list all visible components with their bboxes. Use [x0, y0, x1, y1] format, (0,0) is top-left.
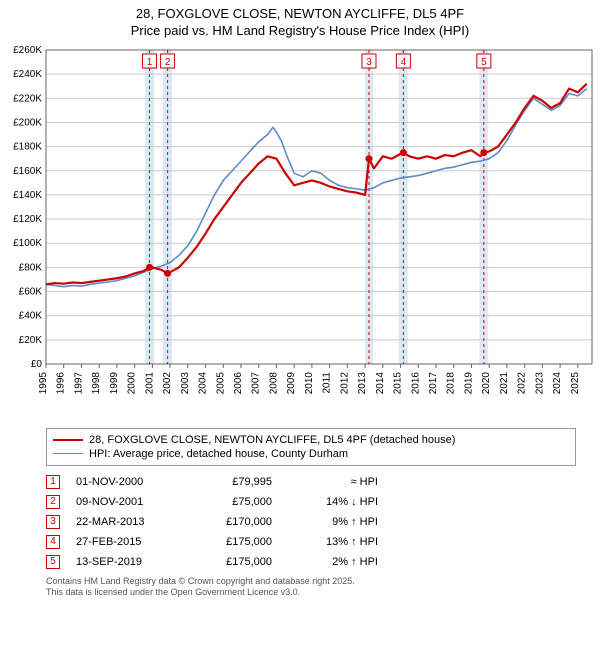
- chart-title-block: 28, FOXGLOVE CLOSE, NEWTON AYCLIFFE, DL5…: [0, 0, 600, 42]
- svg-text:£140K: £140K: [13, 190, 42, 201]
- sale-comparison: 9% ↑ HPI: [288, 516, 378, 528]
- svg-text:£20K: £20K: [19, 335, 43, 346]
- svg-text:2022: 2022: [517, 371, 528, 394]
- sale-row: 1 01-NOV-2000 £79,995 ≈ HPI: [46, 472, 576, 492]
- svg-text:5: 5: [481, 57, 487, 68]
- legend-swatch: [53, 453, 83, 454]
- sale-price: £79,995: [192, 476, 272, 488]
- svg-text:2001: 2001: [144, 371, 155, 394]
- svg-text:2009: 2009: [286, 371, 297, 394]
- svg-text:£200K: £200K: [13, 117, 42, 128]
- svg-text:£260K: £260K: [13, 45, 42, 56]
- legend-swatch: [53, 439, 83, 441]
- svg-text:2018: 2018: [446, 371, 457, 394]
- svg-text:1995: 1995: [38, 371, 49, 394]
- svg-text:1997: 1997: [73, 371, 84, 394]
- svg-text:2006: 2006: [233, 371, 244, 394]
- chart-area: £0 £20K £40K £60K £80K £100K £120K £140K £160K £1…: [0, 42, 600, 422]
- sale-marker: 4: [46, 535, 60, 549]
- title-line-2: Price paid vs. HM Land Registry's House …: [4, 23, 596, 40]
- legend-label: 28, FOXGLOVE CLOSE, NEWTON AYCLIFFE, DL5…: [89, 434, 455, 446]
- svg-text:1999: 1999: [109, 371, 120, 394]
- svg-text:2011: 2011: [322, 371, 333, 393]
- svg-text:2007: 2007: [251, 371, 262, 394]
- svg-text:£240K: £240K: [13, 69, 42, 80]
- legend-item: HPI: Average price, detached house, Coun…: [53, 447, 569, 461]
- title-line-1: 28, FOXGLOVE CLOSE, NEWTON AYCLIFFE, DL5…: [4, 6, 596, 23]
- sale-marker: 3: [46, 515, 60, 529]
- svg-text:£40K: £40K: [19, 310, 43, 321]
- svg-text:£60K: £60K: [19, 286, 43, 297]
- svg-text:2020: 2020: [481, 371, 492, 394]
- sale-marker: 5: [46, 555, 60, 569]
- sale-marker: 2: [46, 495, 60, 509]
- svg-text:£120K: £120K: [13, 214, 42, 225]
- sale-price: £175,000: [192, 556, 272, 568]
- svg-text:2025: 2025: [570, 371, 581, 394]
- sale-date: 01-NOV-2000: [76, 476, 176, 488]
- svg-text:2013: 2013: [357, 371, 368, 394]
- sale-comparison: 13% ↑ HPI: [288, 536, 378, 548]
- svg-text:2015: 2015: [393, 371, 404, 394]
- sale-price: £170,000: [192, 516, 272, 528]
- svg-text:2014: 2014: [375, 371, 386, 394]
- svg-text:2019: 2019: [463, 371, 474, 394]
- svg-text:2021: 2021: [499, 371, 510, 394]
- svg-text:2: 2: [165, 57, 171, 68]
- sale-date: 13-SEP-2019: [76, 556, 176, 568]
- svg-text:£80K: £80K: [19, 262, 43, 273]
- svg-text:2017: 2017: [428, 371, 439, 394]
- page-root: 28, FOXGLOVE CLOSE, NEWTON AYCLIFFE, DL5…: [0, 0, 600, 599]
- svg-text:3: 3: [366, 57, 372, 68]
- svg-text:2012: 2012: [339, 371, 350, 394]
- sale-price: £175,000: [192, 536, 272, 548]
- svg-text:£220K: £220K: [13, 93, 42, 104]
- svg-text:2000: 2000: [127, 371, 138, 394]
- sale-date: 09-NOV-2001: [76, 496, 176, 508]
- svg-text:2024: 2024: [552, 371, 563, 394]
- legend-item: 28, FOXGLOVE CLOSE, NEWTON AYCLIFFE, DL5…: [53, 433, 569, 447]
- sale-comparison: 14% ↓ HPI: [288, 496, 378, 508]
- svg-text:1: 1: [147, 57, 153, 68]
- svg-text:£0: £0: [31, 359, 43, 370]
- svg-text:2004: 2004: [198, 371, 209, 394]
- svg-text:2016: 2016: [410, 371, 421, 394]
- footnote-line-2: This data is licensed under the Open Gov…: [46, 587, 576, 599]
- sale-row: 5 13-SEP-2019 £175,000 2% ↑ HPI: [46, 552, 576, 572]
- sale-marker: 1: [46, 475, 60, 489]
- svg-text:2003: 2003: [180, 371, 191, 394]
- sales-table: 1 01-NOV-2000 £79,995 ≈ HPI 2 09-NOV-2001 £75,…: [46, 472, 576, 572]
- sale-date: 22-MAR-2013: [76, 516, 176, 528]
- svg-text:4: 4: [401, 57, 407, 68]
- legend-label: HPI: Average price, detached house, Coun…: [89, 448, 348, 460]
- svg-text:2010: 2010: [304, 371, 315, 394]
- footnote: Contains HM Land Registry data © Crown c…: [46, 576, 576, 599]
- svg-text:£160K: £160K: [13, 166, 42, 177]
- sale-row: 3 22-MAR-2013 £170,000 9% ↑ HPI: [46, 512, 576, 532]
- sale-row: 4 27-FEB-2015 £175,000 13% ↑ HPI: [46, 532, 576, 552]
- line-chart-svg: £0 £20K £40K £60K £80K £100K £120K £140K £160K £1…: [0, 42, 600, 422]
- svg-text:1998: 1998: [91, 371, 102, 394]
- footnote-line-1: Contains HM Land Registry data © Crown c…: [46, 576, 576, 588]
- svg-text:2023: 2023: [534, 371, 545, 394]
- sale-comparison: 2% ↑ HPI: [288, 556, 378, 568]
- svg-text:2008: 2008: [268, 371, 279, 394]
- svg-text:£180K: £180K: [13, 141, 42, 152]
- sale-row: 2 09-NOV-2001 £75,000 14% ↓ HPI: [46, 492, 576, 512]
- legend: 28, FOXGLOVE CLOSE, NEWTON AYCLIFFE, DL5…: [46, 428, 576, 466]
- svg-text:£100K: £100K: [13, 238, 42, 249]
- sale-price: £75,000: [192, 496, 272, 508]
- sale-comparison: ≈ HPI: [288, 476, 378, 488]
- sale-date: 27-FEB-2015: [76, 536, 176, 548]
- svg-text:1996: 1996: [56, 371, 67, 394]
- svg-text:2002: 2002: [162, 371, 173, 394]
- svg-text:2005: 2005: [215, 371, 226, 394]
